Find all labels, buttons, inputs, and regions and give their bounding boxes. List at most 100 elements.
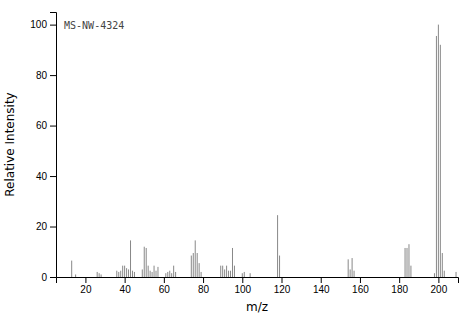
stem bbox=[130, 240, 131, 277]
tick-label: 0 bbox=[41, 272, 47, 283]
tick-label: 40 bbox=[120, 284, 132, 295]
stem bbox=[222, 266, 223, 277]
tick-mark bbox=[242, 277, 243, 283]
stem bbox=[150, 271, 151, 277]
stem bbox=[97, 272, 98, 277]
x-axis-title: m/z bbox=[246, 300, 268, 314]
tick-label: 120 bbox=[274, 284, 291, 295]
stem bbox=[277, 215, 278, 277]
stem bbox=[116, 271, 117, 277]
y-axis: 0 20 40 60 80 100 bbox=[30, 13, 56, 283]
y-axis-title: Relative Intensity bbox=[3, 92, 17, 196]
tick-mark bbox=[50, 126, 56, 127]
stem bbox=[232, 248, 233, 277]
tick-mark bbox=[282, 277, 283, 283]
stem bbox=[193, 253, 194, 277]
stem bbox=[405, 248, 406, 277]
stem bbox=[408, 244, 409, 277]
stem bbox=[142, 269, 143, 277]
tick-label: 60 bbox=[159, 284, 171, 295]
tick-mark bbox=[164, 277, 165, 283]
stem bbox=[230, 271, 231, 277]
axis-line bbox=[57, 278, 459, 284]
stem bbox=[171, 273, 172, 277]
stem bbox=[436, 36, 437, 277]
tick-label: 80 bbox=[198, 284, 210, 295]
tick: 40 bbox=[120, 277, 132, 295]
stem bbox=[407, 248, 408, 277]
tick-label: 100 bbox=[234, 284, 251, 295]
tick-label: 80 bbox=[36, 70, 48, 81]
stem bbox=[442, 253, 443, 277]
stem bbox=[148, 266, 149, 277]
tick: 140 bbox=[313, 277, 330, 295]
tick-label: 100 bbox=[30, 19, 47, 30]
tick-mark bbox=[50, 25, 56, 26]
stem bbox=[456, 272, 457, 277]
tick: 120 bbox=[274, 277, 291, 295]
stem bbox=[175, 272, 176, 277]
stem bbox=[444, 271, 445, 277]
stem bbox=[224, 269, 225, 277]
stem bbox=[122, 266, 123, 277]
stem bbox=[220, 266, 221, 277]
stem bbox=[197, 253, 198, 277]
tick-mark bbox=[50, 277, 56, 278]
stem bbox=[134, 272, 135, 277]
tick: 20 bbox=[80, 277, 92, 295]
tick: 100 bbox=[30, 19, 56, 30]
stem bbox=[124, 266, 125, 277]
x-axis: 20 40 60 80 100 120 140 160 180 200 bbox=[57, 277, 459, 295]
tick-label: 60 bbox=[36, 120, 48, 131]
tick-mark bbox=[321, 277, 322, 283]
stem bbox=[152, 272, 153, 277]
chart: 20 40 60 80 100 120 140 160 180 200 0 20 40 60 80 100 m/… bbox=[0, 0, 474, 319]
tick: 40 bbox=[36, 171, 56, 182]
stem bbox=[146, 248, 147, 277]
stem bbox=[169, 271, 170, 277]
tick-mark bbox=[203, 277, 204, 283]
stem bbox=[228, 271, 229, 277]
stem bbox=[244, 272, 245, 277]
stem bbox=[144, 247, 145, 277]
stem bbox=[75, 274, 76, 277]
stem bbox=[348, 259, 349, 277]
tick-mark bbox=[438, 277, 439, 283]
tick-label: 180 bbox=[391, 284, 408, 295]
stem bbox=[128, 269, 129, 277]
stem bbox=[101, 274, 102, 277]
tick: 0 bbox=[41, 272, 56, 283]
tick-label: 20 bbox=[36, 221, 48, 232]
stem bbox=[440, 45, 441, 277]
axis-line bbox=[50, 13, 57, 278]
stem bbox=[226, 266, 227, 277]
stem bbox=[126, 268, 127, 277]
stem bbox=[250, 273, 251, 277]
tick-label: 40 bbox=[36, 171, 48, 182]
tick-mark bbox=[85, 277, 86, 283]
plot: 20 40 60 80 100 120 140 160 180 200 0 20 40 60 80 100 bbox=[30, 13, 458, 296]
tick: 80 bbox=[198, 277, 210, 295]
tick-mark bbox=[360, 277, 361, 283]
stem bbox=[438, 25, 439, 277]
stem bbox=[199, 263, 200, 277]
stem bbox=[191, 256, 192, 277]
title: MS-NW-4324 bbox=[64, 20, 124, 31]
stem bbox=[71, 261, 72, 277]
tick-mark bbox=[399, 277, 400, 283]
tick: 60 bbox=[36, 120, 56, 131]
stem bbox=[132, 271, 133, 277]
stem bbox=[173, 266, 174, 277]
stem bbox=[156, 271, 157, 277]
stem bbox=[201, 272, 202, 277]
tick: 160 bbox=[352, 277, 369, 295]
tick-label: 20 bbox=[80, 284, 92, 295]
tick-label: 200 bbox=[431, 284, 448, 295]
tick: 80 bbox=[36, 70, 56, 81]
tick-mark bbox=[50, 75, 56, 76]
stem bbox=[234, 266, 235, 277]
stem bbox=[350, 269, 351, 277]
marks bbox=[72, 25, 456, 277]
tick: 180 bbox=[391, 277, 408, 295]
stem bbox=[352, 258, 353, 277]
